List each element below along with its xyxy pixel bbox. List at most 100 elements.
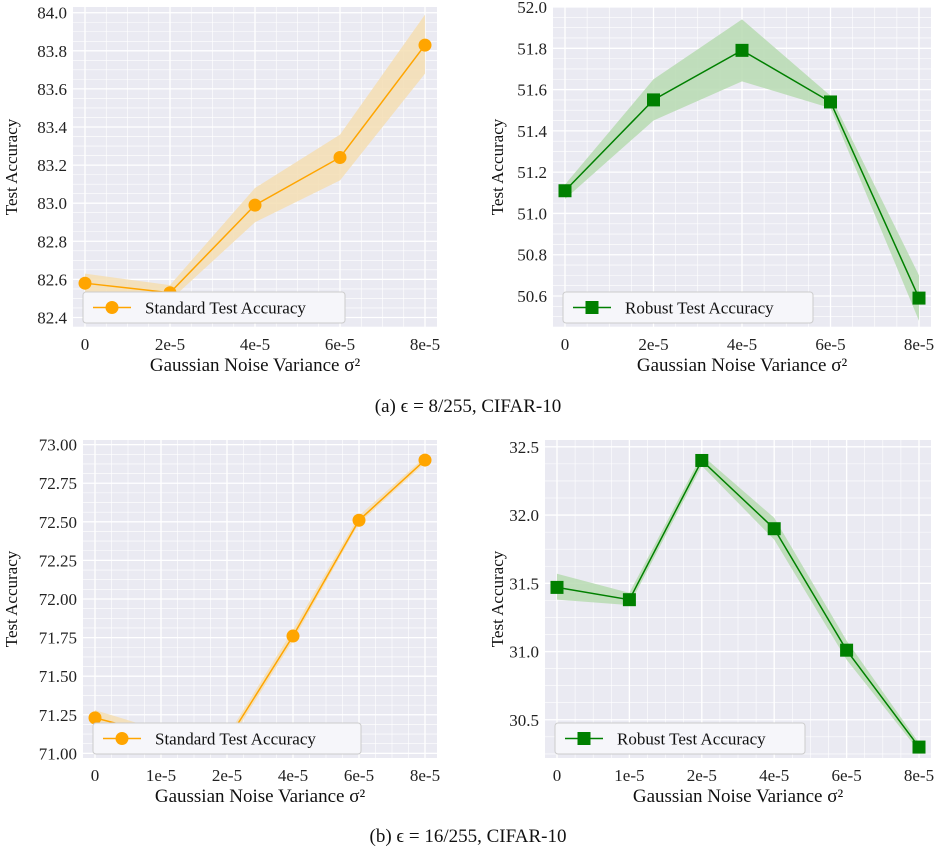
- y-tick-label: 71.50: [39, 667, 77, 686]
- chart-a-right: 50.6 50.8 51.0 51.2 51.4 51.6 51.8 52.0 0 2e-5 4e-…: [488, 0, 934, 376]
- legend-label: Robust Test Accuracy: [625, 299, 774, 318]
- legend-box: [554, 722, 806, 755]
- legend-marker: [577, 732, 591, 745]
- series-line: [556, 459, 920, 748]
- x-tick-label: 4e-5: [278, 766, 308, 785]
- x-tick-label: 4e-5: [759, 766, 789, 785]
- x-tick-label: 4e-5: [727, 335, 757, 354]
- x-tick-label: 8e-5: [410, 335, 440, 354]
- data-point: [735, 43, 749, 57]
- data-point: [824, 95, 837, 109]
- x-tick-label: 0: [561, 335, 570, 354]
- data-point: [558, 184, 572, 198]
- y-tick-label: 82.8: [37, 232, 67, 251]
- legend-box: [82, 291, 346, 324]
- x-tick-label: 8e-5: [904, 766, 934, 785]
- x-tick-label: 2e-5: [687, 766, 717, 785]
- x-tick-label: 2e-5: [155, 335, 185, 354]
- x-tick-label: 8e-5: [410, 766, 440, 785]
- y-tick-label: 52.0: [517, 0, 547, 17]
- data-point: [78, 276, 92, 290]
- y-tick-label: 83.6: [37, 80, 67, 99]
- x-tick-label: 2e-5: [638, 335, 668, 354]
- chart-b-right: 30.5 31.0 31.5 32.0 32.5 0 1e-5 2e-5 4e-5 6e-5 8e-…: [488, 438, 934, 807]
- y-axis-label: Test Accuracy: [488, 118, 507, 215]
- y-axis-label: Test Accuracy: [2, 118, 21, 215]
- data-point: [912, 740, 926, 754]
- legend-marker: [105, 301, 119, 314]
- y-tick-label: 72.00: [39, 590, 77, 609]
- x-tick-label: 8e-5: [904, 335, 934, 354]
- y-tick-label: 50.6: [517, 287, 547, 306]
- y-tick-label: 71.25: [39, 706, 77, 725]
- legend-box: [562, 291, 814, 324]
- x-axis-label: Gaussian Noise Variance σ²: [155, 786, 366, 807]
- y-tick-label: 51.2: [517, 163, 547, 182]
- data-point: [333, 150, 347, 164]
- x-tick-label: 2e-5: [212, 766, 242, 785]
- data-point: [695, 453, 709, 467]
- y-tick-label: 31.5: [509, 574, 539, 593]
- chart-a-left: 82.4 82.6 82.8 83.0 83.2 83.4 83.6 83.8 84.0 0 2e-…: [2, 4, 440, 376]
- data-point: [248, 198, 262, 212]
- x-axis-label: Gaussian Noise Variance σ²: [150, 355, 361, 376]
- legend-label: Standard Test Accuracy: [155, 730, 316, 749]
- x-tick-label: 0: [553, 766, 562, 785]
- caption-a: (a) ϵ = 8/255, CIFAR-10: [374, 396, 562, 417]
- x-tick-label: 6e-5: [325, 335, 355, 354]
- legend-box: [92, 722, 362, 755]
- y-tick-label: 82.6: [37, 270, 67, 289]
- data-point: [418, 38, 432, 52]
- x-tick-label: 6e-5: [344, 766, 374, 785]
- legend-label: Robust Test Accuracy: [617, 730, 766, 749]
- caption-b: (b) ϵ = 16/255, CIFAR-10: [369, 826, 567, 847]
- x-tick-label: 6e-5: [831, 766, 861, 785]
- data-point: [550, 580, 564, 594]
- y-tick-label: 71.00: [39, 744, 77, 763]
- x-tick-label: 4e-5: [240, 335, 270, 354]
- data-point: [418, 453, 432, 467]
- y-axis-label: Test Accuracy: [2, 550, 21, 647]
- confidence-band: [85, 14, 425, 301]
- x-tick-label: 1e-5: [614, 766, 644, 785]
- data-point: [352, 513, 366, 527]
- data-point: [647, 93, 660, 107]
- x-tick-label: 1e-5: [146, 766, 176, 785]
- legend-marker: [585, 301, 599, 314]
- y-tick-label: 30.5: [509, 711, 539, 730]
- data-point: [622, 593, 636, 607]
- y-tick-label: 83.0: [37, 194, 67, 213]
- y-tick-label: 51.6: [517, 81, 547, 100]
- y-tick-label: 73.00: [39, 436, 77, 455]
- y-tick-label: 71.75: [39, 629, 77, 648]
- y-tick-label: 32.0: [509, 506, 539, 525]
- y-tick-label: 72.75: [39, 474, 77, 493]
- legend-label: Standard Test Accuracy: [145, 299, 306, 318]
- y-tick-label: 82.4: [37, 308, 67, 327]
- data-point: [88, 711, 102, 725]
- data-point: [840, 643, 854, 657]
- y-tick-label: 83.8: [37, 42, 67, 61]
- y-tick-label: 51.4: [517, 122, 547, 141]
- y-tick-label: 83.4: [37, 118, 67, 137]
- x-tick-label: 6e-5: [815, 335, 845, 354]
- x-tick-label: 0: [91, 766, 100, 785]
- y-tick-label: 31.0: [509, 643, 539, 662]
- x-tick-label: 0: [81, 335, 90, 354]
- y-tick-label: 32.5: [509, 438, 539, 457]
- data-point: [912, 291, 926, 305]
- y-tick-label: 83.2: [37, 156, 67, 175]
- x-axis-label: Gaussian Noise Variance σ²: [633, 786, 844, 807]
- legend-marker: [115, 732, 129, 745]
- y-tick-label: 50.8: [517, 246, 547, 265]
- y-tick-label: 72.50: [39, 513, 77, 532]
- y-tick-label: 72.25: [39, 551, 77, 570]
- y-tick-label: 51.8: [517, 39, 547, 58]
- data-point: [286, 629, 300, 643]
- data-point: [767, 522, 781, 536]
- y-tick-label: 84.0: [37, 4, 67, 23]
- y-tick-label: 51.0: [517, 204, 547, 223]
- y-axis-label: Test Accuracy: [488, 550, 507, 647]
- x-axis-label: Gaussian Noise Variance σ²: [637, 355, 848, 376]
